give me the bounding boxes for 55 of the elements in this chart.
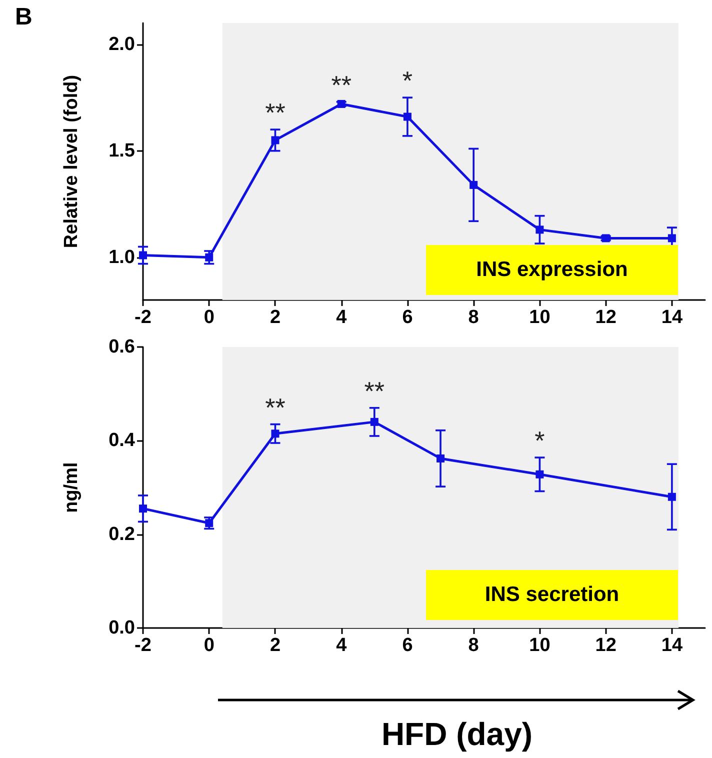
x-axis-title: HFD (day): [380, 716, 534, 753]
annotation: INS secretion: [484, 583, 620, 607]
x-tick-label: 14: [661, 307, 683, 328]
x-tick-label: 8: [468, 635, 479, 656]
point: [536, 470, 544, 478]
point: [536, 226, 544, 234]
annotation: *: [534, 426, 545, 456]
y-tick-label: 1.5: [108, 140, 136, 162]
point: [337, 100, 346, 108]
label-box: INS secretion: [426, 570, 678, 620]
annotation: INS expression: [476, 258, 628, 282]
annotation: **: [331, 70, 352, 100]
x-tick-label: 0: [204, 635, 214, 656]
x-tick-label: 10: [529, 635, 550, 656]
annotation: **: [265, 98, 286, 128]
x-tick-label: 4: [336, 635, 348, 656]
point: [205, 253, 214, 262]
point: [370, 418, 378, 426]
point: [139, 251, 147, 260]
y-tick-label: 1.0: [108, 246, 135, 268]
annotation: **: [265, 392, 286, 422]
point: [403, 112, 412, 121]
x-tick-label: 12: [595, 635, 616, 656]
point: [668, 234, 676, 242]
point: [205, 519, 214, 528]
point: [668, 492, 676, 501]
y-tick-label: 0.4: [108, 430, 136, 452]
x-tick-label: 10: [529, 307, 550, 328]
annotation: **: [364, 376, 385, 406]
y-tick-label: 0.2: [108, 524, 135, 545]
x-tick-label: 14: [661, 635, 683, 656]
x-tick-label: 4: [336, 307, 348, 328]
x-tick-label: 0: [204, 307, 214, 328]
x-tick-label: -2: [134, 635, 152, 656]
point: [271, 430, 280, 438]
y-axis-title: Relative level (fold): [61, 74, 82, 248]
y-tick-label: 0.6: [108, 336, 135, 358]
x-tick-label: 2: [270, 635, 281, 656]
y-tick-label: 2.0: [108, 34, 135, 55]
label-box: INS expression: [426, 245, 678, 295]
x-tick-label: 2: [270, 307, 281, 328]
point: [139, 504, 147, 513]
x-tick-label: 6: [402, 307, 413, 328]
point: [271, 136, 280, 144]
x-tick-label: 8: [468, 307, 479, 328]
y-axis-title: ng/ml: [61, 462, 82, 513]
annotation: *: [402, 66, 413, 96]
x-tick-label: 12: [595, 307, 616, 328]
y-tick-label: 0.0: [108, 618, 135, 638]
x-tick-label: -2: [134, 307, 152, 328]
x-tick-label: 6: [402, 635, 413, 656]
chart-title: B: [15, 4, 32, 30]
point: [470, 180, 478, 189]
point: [602, 234, 610, 242]
point: [436, 454, 445, 462]
